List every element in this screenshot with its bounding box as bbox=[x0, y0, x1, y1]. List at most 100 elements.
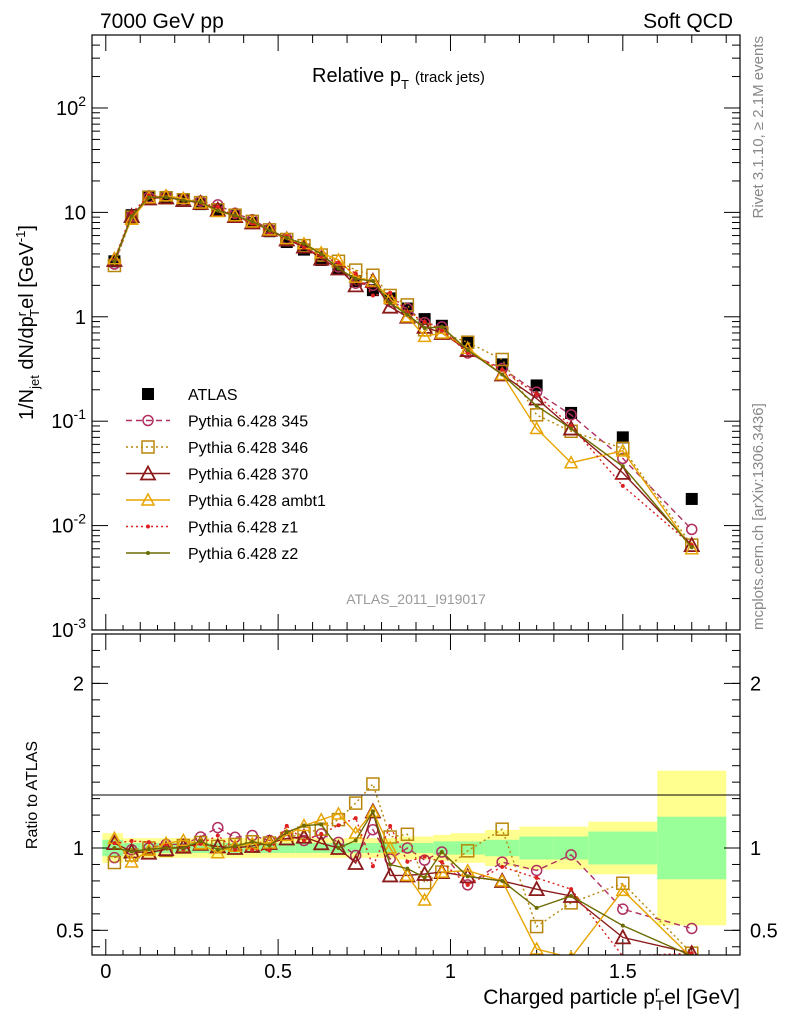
data-point bbox=[215, 204, 220, 209]
ratio-point bbox=[336, 846, 341, 850]
data-point bbox=[370, 293, 375, 298]
data-point bbox=[500, 367, 505, 372]
data-point bbox=[107, 251, 122, 265]
data-point bbox=[233, 213, 238, 218]
ratio-point bbox=[295, 827, 313, 844]
plot-title: Relative pT (track jets) bbox=[312, 65, 485, 92]
ratio-band-green bbox=[123, 843, 141, 853]
data-point bbox=[388, 301, 393, 306]
ratio-y-tick-label: 1 bbox=[750, 838, 761, 860]
legend-marker bbox=[142, 388, 154, 400]
data-point bbox=[181, 198, 186, 203]
ratio-band-green bbox=[657, 816, 727, 880]
x-tick-label: 0.5 bbox=[264, 961, 292, 983]
ratio-point bbox=[565, 849, 577, 861]
ratio-y-tick-label: 2 bbox=[73, 673, 84, 695]
data-point bbox=[301, 241, 306, 246]
mcplots-label: mcplots.cern.ch [arXiv:1306.3436] bbox=[750, 403, 767, 630]
data-point bbox=[129, 214, 134, 219]
legend-label: Pythia 6.428 z2 bbox=[188, 546, 298, 563]
ratio-point bbox=[534, 905, 539, 910]
data-point bbox=[388, 290, 393, 295]
data-point bbox=[164, 195, 169, 200]
ratio-series-line bbox=[114, 817, 692, 955]
ratio-point bbox=[529, 919, 544, 934]
ratio-point bbox=[422, 854, 427, 859]
ratio-point bbox=[108, 851, 121, 864]
ratio-point bbox=[405, 859, 410, 864]
ratio-point bbox=[417, 892, 432, 906]
data-point bbox=[416, 318, 434, 334]
ratio-band-green bbox=[312, 843, 330, 853]
ratio-point bbox=[685, 922, 698, 935]
data-point bbox=[685, 492, 698, 505]
ratio-series-line bbox=[114, 826, 692, 930]
ratio-series-line bbox=[114, 809, 692, 955]
ratio-point bbox=[233, 847, 238, 852]
ratio-point bbox=[569, 887, 574, 892]
ratio-point bbox=[434, 864, 450, 878]
y-tick-label: 1 bbox=[75, 307, 86, 329]
ratio-series-pythia-6-428-ambt1 bbox=[107, 803, 695, 955]
ratio-band-green bbox=[416, 843, 434, 853]
ratio-point bbox=[422, 875, 427, 880]
series-line bbox=[113, 196, 693, 548]
ratio-band-green bbox=[553, 836, 589, 860]
analysis-label: ATLAS_2011_I919017 bbox=[346, 591, 486, 607]
data-point bbox=[439, 327, 444, 332]
data-point bbox=[336, 260, 341, 265]
ratio-point bbox=[215, 847, 220, 852]
legend-item-pythia-6-428-ambt1: Pythia 6.428 ambt1 bbox=[126, 492, 326, 510]
ratio-point bbox=[439, 860, 444, 865]
data-point bbox=[331, 252, 346, 266]
data-point bbox=[417, 328, 432, 343]
y-tick-label: 10-1 bbox=[51, 406, 86, 433]
legend-item-atlas: ATLAS bbox=[142, 387, 238, 404]
ratio-point bbox=[250, 848, 255, 853]
y-tick-label: 10-3 bbox=[51, 615, 86, 642]
x-tick-label: 1 bbox=[445, 961, 456, 983]
rivet-label: Rivet 3.1.10, ≥ 2.1M events bbox=[750, 36, 767, 219]
legend-item-pythia-6-428-345: Pythia 6.428 345 bbox=[126, 414, 308, 431]
legend-label: Pythia 6.428 370 bbox=[188, 467, 308, 484]
ratio-y-tick-label: 1 bbox=[73, 838, 84, 860]
data-point bbox=[565, 406, 578, 419]
legend-item-pythia-6-428-346: Pythia 6.428 346 bbox=[126, 440, 308, 457]
x-axis-label: Charged particle pr Tel [GeV] bbox=[483, 983, 740, 1013]
ratio-point bbox=[400, 867, 415, 882]
data-point bbox=[279, 231, 295, 245]
data-point bbox=[494, 366, 510, 381]
data-point bbox=[434, 325, 450, 339]
ratio-point bbox=[267, 843, 272, 848]
ratio-point bbox=[353, 838, 358, 843]
ratio-point bbox=[112, 841, 117, 846]
ratio-point bbox=[347, 854, 365, 870]
ratio-y-axis-label: Ratio to ATLAS bbox=[24, 741, 41, 849]
data-point bbox=[620, 464, 625, 469]
ratio-point bbox=[319, 831, 324, 836]
ratio-plot-frame bbox=[91, 633, 741, 956]
legend-label: Pythia 6.428 ambt1 bbox=[188, 493, 326, 510]
ratio-point bbox=[198, 839, 203, 844]
data-point bbox=[529, 420, 544, 435]
data-point bbox=[530, 386, 543, 398]
data-point bbox=[124, 211, 139, 225]
data-point bbox=[215, 208, 220, 213]
data-point bbox=[250, 219, 255, 224]
data-point bbox=[496, 358, 509, 371]
data-point bbox=[198, 200, 203, 205]
data-point bbox=[465, 348, 470, 353]
y-tick-label: 10 bbox=[64, 202, 86, 224]
ratio-band-green bbox=[278, 843, 296, 853]
data-point bbox=[146, 195, 151, 200]
ratio-point bbox=[329, 839, 347, 855]
main-plot-frame bbox=[91, 34, 741, 631]
ratio-point bbox=[617, 903, 629, 915]
header-left-title: 7000 GeV pp bbox=[100, 10, 224, 33]
ratio-point bbox=[278, 829, 296, 846]
data-point bbox=[405, 312, 410, 317]
ratio-point bbox=[562, 887, 580, 903]
ratio-point bbox=[284, 823, 289, 828]
ratio-point bbox=[614, 928, 632, 945]
ratio-point bbox=[528, 880, 546, 897]
